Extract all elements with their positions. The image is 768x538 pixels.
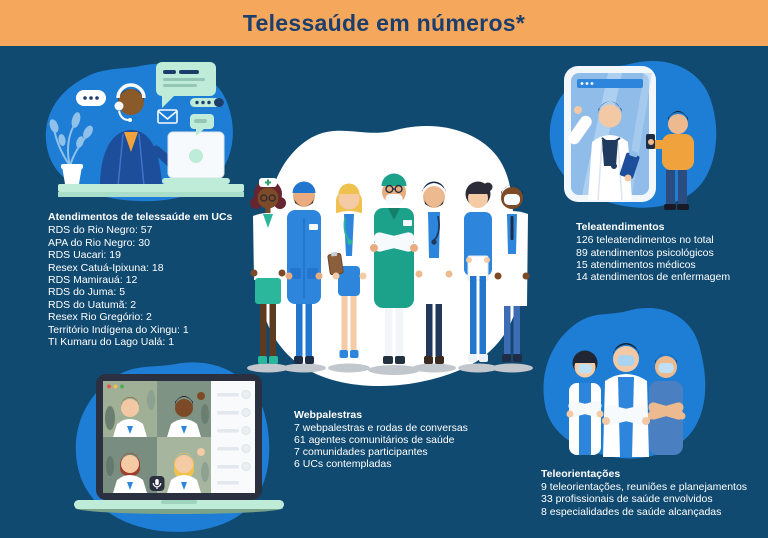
stat-line: Território Indígena do Xingu: 1 [48,323,189,336]
section-teleatendimentos: Teleatendimentos 126 teleatendimentos no… [576,221,730,283]
reply-bubble [190,114,214,136]
doctor-blue-scrubs [282,181,326,373]
nurse-blue-scrubs [458,181,498,373]
doctor-on-screen [568,101,640,201]
support-agent-illustration [45,62,244,202]
participant-2 [167,392,205,437]
stat-line: RDS do Uatumã: 2 [48,298,137,311]
doctor-bearded [412,181,456,373]
masked-nurse-right [646,354,686,455]
section-teleorientacoes: Teleorientações 9 teleorientações, reuni… [541,468,747,518]
laptop-base [74,500,284,509]
stat-line: 14 atendimentos de enfermagem [576,271,731,284]
stat-line: Resex Rio Gregório: 2 [48,311,152,324]
participant-4 [167,448,205,493]
desk [58,184,244,192]
stat-line: 6 UCs contempladas [294,458,392,470]
section-webpalestras: Webpalestras 7 webpalestras e rodas de c… [294,409,468,470]
stat-line: 7 webpalestras e rodas de conversas [294,422,468,434]
stat-line: 33 profissionais de saúde envolvidos [541,493,713,506]
section-title: Webpalestras [294,409,363,421]
section-title: Teleorientações [541,468,621,480]
masked-doctor-center [602,343,650,457]
participant-1 [113,397,147,437]
stat-line: TI Kumaru do Lago Ualá: 1 [48,336,175,349]
stat-line: 89 atendimentos psicológicos [576,246,714,259]
laptop-base-notch [161,500,197,504]
envelope-icon [157,109,178,124]
stat-line: APA do Rio Negro: 30 [48,236,150,249]
desk-edge [58,192,244,197]
message-bubble [156,62,216,108]
face-mask-icon [385,194,403,205]
doctor-masked [491,185,533,373]
stat-line: RDS Uacari: 19 [48,249,121,262]
section-title: Atendimentos de telessaúde em UCs [48,211,233,223]
section-atendimentos-ucs: Atendimentos de telessaúde em UCs RDS do… [48,211,232,348]
stat-line: RDS do Rio Negro: 57 [48,224,153,237]
stat-line: 9 teleorientações, reuniões e planejamen… [541,481,748,494]
stat-line: Resex Catuá-Ipixuna: 18 [48,261,164,274]
video-call-laptop-illustration [74,362,284,532]
telemedicine-phone-illustration [549,61,717,210]
headset-icon [116,83,146,99]
stethoscope-icon [602,141,613,165]
chat-sidebar [211,381,255,493]
stat-line: 7 comunidades participantes [294,446,428,458]
nurse [247,178,289,373]
masked-team-illustration [543,308,706,459]
medical-team-illustration [247,125,533,387]
mic-icon [149,476,165,491]
video-grid [103,381,211,493]
agent-laptop [162,131,230,184]
face-mask-icon [617,355,635,366]
stat-line: RDS Mamirauá: 12 [48,274,138,287]
stat-line: 15 atendimentos médicos [576,258,696,271]
screen-notch [164,374,194,381]
stat-line: 126 teleatendimentos no total [576,234,714,247]
surgeon [368,173,420,375]
stat-line: 8 especialidades de saúde alcançadas [541,505,722,518]
participant-3 [113,453,147,493]
progress-pill [190,98,224,107]
stat-line: 61 agentes comunitários de saúde [294,434,455,446]
section-title: Teleatendimentos [576,221,665,233]
page-title: Telessaúde em números* [242,9,526,36]
doctor-blonde [327,183,370,373]
patient [646,111,694,210]
stat-line: RDS do Juma: 5 [48,286,126,299]
plant [49,112,93,184]
masked-nurse-left [566,350,604,455]
header-banner: Telessaúde em números* [0,0,768,46]
chat-typing-bubble [76,90,106,106]
